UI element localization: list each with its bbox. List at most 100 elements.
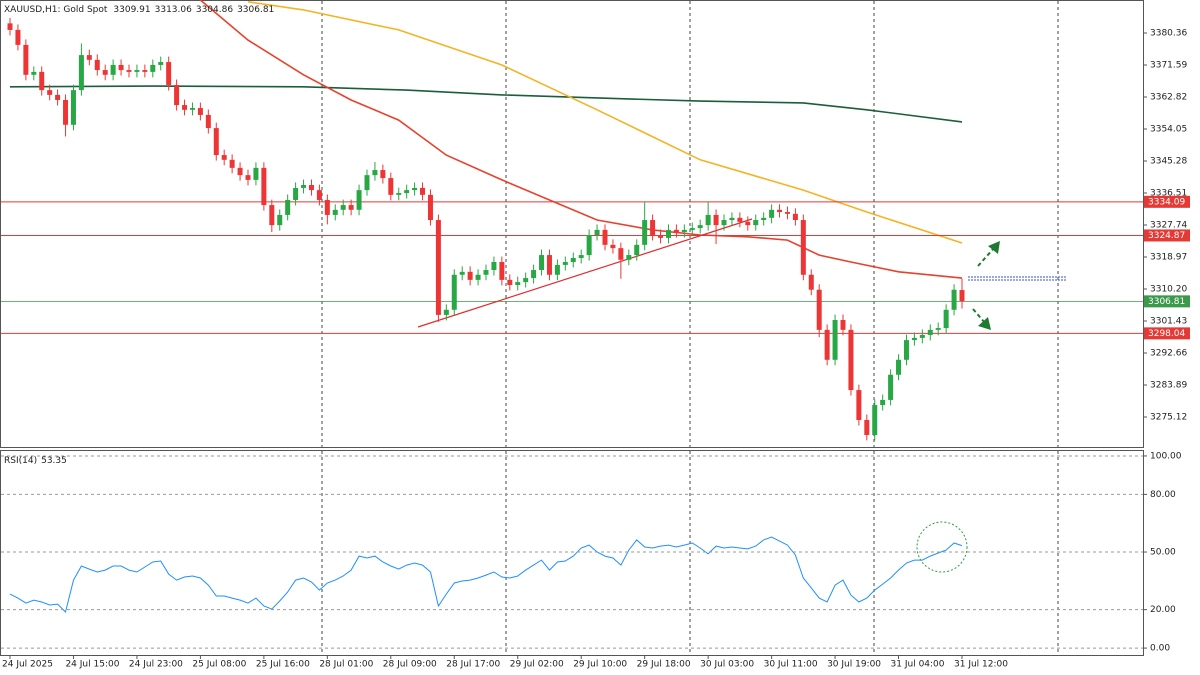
- candle-body: [435, 220, 441, 315]
- candle-body: [118, 64, 124, 71]
- arrow-up-head: [988, 241, 1000, 254]
- candle-body: [642, 220, 648, 245]
- candle-body: [237, 167, 243, 176]
- y-tick-label: 3354.05: [1150, 124, 1187, 134]
- candle-body: [689, 228, 695, 230]
- rsi: [9, 536, 963, 613]
- candle-body: [197, 108, 203, 115]
- trend-line: [417, 218, 753, 328]
- candle-body: [467, 271, 473, 280]
- candle-body: [959, 290, 965, 302]
- candle-body: [348, 205, 354, 210]
- ohlc-high: 3313.06: [155, 5, 192, 15]
- y-tick-label: 3318.97: [1150, 252, 1187, 262]
- candle-body: [364, 175, 370, 191]
- candle-body: [856, 390, 862, 420]
- candle-body: [570, 257, 576, 262]
- candle-body: [927, 329, 933, 335]
- candle-body: [808, 274, 814, 290]
- candle-body: [39, 71, 45, 91]
- level-label-box: [1144, 327, 1190, 340]
- moving-average: [9, 85, 963, 123]
- candle-body: [134, 70, 140, 72]
- level-label: 3298.04: [1148, 329, 1185, 339]
- candle-body: [142, 70, 148, 72]
- candle-body: [872, 405, 878, 435]
- candle-body: [340, 205, 346, 210]
- title: XAUUSD,H1: Gold Spot: [4, 5, 108, 15]
- candle-body: [126, 70, 132, 72]
- candle-body: [586, 234, 592, 256]
- y-tick-label: 3371.59: [1150, 60, 1187, 70]
- arrow-down-head: [978, 317, 991, 330]
- candle-body: [158, 62, 164, 65]
- candle-body: [546, 255, 552, 275]
- candle-body: [245, 175, 251, 180]
- x-tick-label: 24 Jul 15:00: [65, 660, 119, 670]
- candle-body: [848, 329, 854, 391]
- candle-body: [78, 55, 84, 91]
- candle-body: [880, 399, 886, 406]
- candle-body: [562, 261, 568, 265]
- x-tick-label: 28 Jul 17:00: [446, 660, 500, 670]
- candle-body: [515, 282, 521, 285]
- candle-body: [737, 217, 743, 222]
- candle-body: [253, 167, 259, 180]
- candle-body: [626, 255, 632, 260]
- candle-body: [174, 85, 180, 106]
- candle-body: [935, 328, 941, 330]
- y-tick-label: 3275.12: [1150, 413, 1187, 423]
- candle-body: [816, 289, 822, 330]
- candle-body: [888, 374, 894, 400]
- candle-body: [293, 187, 299, 200]
- ohlc-open: 3309.91: [113, 5, 150, 15]
- candle-body: [277, 214, 283, 226]
- candle-body: [380, 170, 386, 179]
- candle-body: [634, 244, 640, 256]
- candle-body: [769, 209, 775, 218]
- candle-body: [784, 212, 790, 214]
- y-tick-label: 3345.28: [1150, 156, 1187, 166]
- candle-body: [443, 309, 449, 315]
- x-tick-label: 29 Jul 02:00: [510, 660, 564, 670]
- y-tick-label: 3301.43: [1150, 317, 1187, 327]
- candle-body: [316, 190, 322, 200]
- candle-body: [229, 159, 235, 168]
- candle-body: [47, 90, 53, 95]
- candle-body: [610, 244, 616, 249]
- candle-body: [420, 187, 426, 195]
- y-tick-label: 3292.66: [1150, 349, 1187, 359]
- candle-body: [729, 217, 735, 221]
- candle-body: [665, 229, 671, 238]
- candle-body: [824, 329, 830, 360]
- candle-body: [7, 23, 13, 30]
- candle-body: [412, 187, 418, 191]
- main-pane: [0, 0, 1144, 448]
- candle-body: [451, 274, 457, 310]
- candle-body: [840, 320, 846, 330]
- y-tick-label: 80.00: [1150, 490, 1176, 500]
- candle-body: [404, 190, 410, 194]
- candle-body: [943, 309, 949, 329]
- candle-body: [697, 225, 703, 229]
- x-tick-label: 24 Jul 2025: [2, 660, 53, 670]
- candle-body: [491, 261, 497, 271]
- level-label-box: [1144, 195, 1190, 208]
- level-label-box: [1144, 229, 1190, 242]
- candle-body: [539, 255, 545, 271]
- candle-body: [475, 274, 481, 280]
- candle-body: [800, 220, 806, 275]
- moving-average: [199, 0, 963, 279]
- x-tick-label: 28 Jul 01:00: [319, 660, 373, 670]
- candle-body: [459, 271, 465, 275]
- y-tick-label: 0.00: [1150, 644, 1170, 654]
- y-tick-label: 3310.20: [1150, 284, 1187, 294]
- ohlc-close: 3306.81: [237, 5, 274, 15]
- vertical-grid: [321, 1, 1059, 655]
- candle-body: [602, 229, 608, 245]
- x-tick-label: 31 Jul 12:00: [954, 660, 1008, 670]
- candle-body: [673, 229, 679, 233]
